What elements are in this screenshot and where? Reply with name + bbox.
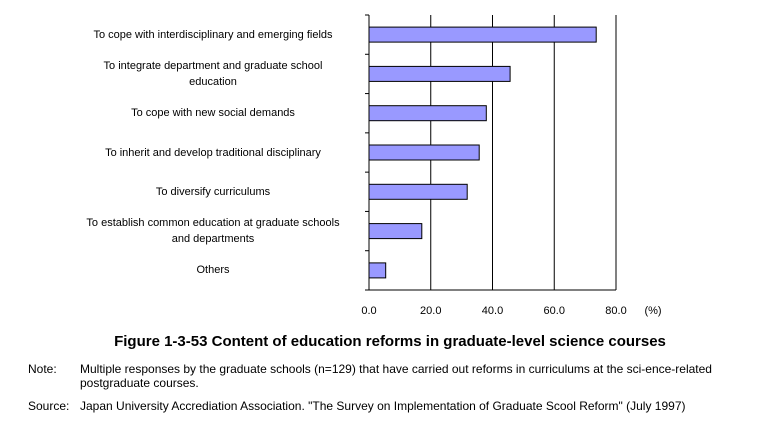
category-label-line: and departments — [171, 233, 255, 246]
bar — [368, 105, 487, 122]
category-label-line: To cope with new social demands — [131, 107, 295, 120]
category-label-line: To establish common education at graduat… — [86, 217, 340, 230]
x-tick-label: 60.0 — [544, 305, 565, 317]
x-tick-labels: 0.0 20.0 40.0 60.0 80.0 (%) — [361, 305, 661, 317]
note-text: Multiple responses by the graduate schoo… — [80, 362, 712, 390]
x-unit-label: (%) — [644, 305, 661, 317]
source-text: Japan University Accrediation Associatio… — [80, 399, 686, 413]
category-label-line: education — [189, 75, 237, 88]
category-label-line: To inherit and develop traditional disci… — [105, 146, 321, 159]
category-label: To cope with new social demands — [60, 105, 366, 121]
category-label-line: To integrate department and graduate sch… — [103, 59, 323, 72]
bar — [368, 144, 480, 161]
category-label: Others — [60, 262, 366, 278]
source: Source: Japan University Accrediation As… — [28, 399, 768, 413]
category-label: To establish common education at graduat… — [60, 215, 366, 247]
note: Note: Multiple responses by the graduate… — [28, 362, 768, 390]
bar — [368, 183, 468, 200]
category-label-line: To cope with interdisciplinary and emerg… — [93, 28, 333, 41]
bar — [368, 26, 597, 43]
figure-caption: Figure 1-3-53 Content of education refor… — [114, 333, 666, 350]
axes — [365, 14, 616, 291]
category-label: To diversify curriculums — [60, 184, 366, 200]
bar — [368, 223, 423, 240]
category-label: To integrate department and graduate sch… — [60, 58, 366, 90]
category-label-line: To diversify curriculums — [155, 185, 271, 198]
x-tick-label: 40.0 — [482, 305, 503, 317]
category-label: To cope with interdisciplinary and emerg… — [60, 27, 366, 43]
x-tick-label: 20.0 — [420, 305, 441, 317]
source-label: Source: — [28, 399, 70, 413]
x-tick-label: 80.0 — [605, 305, 626, 317]
bars — [368, 26, 597, 279]
category-label: To inherit and develop traditional disci… — [60, 145, 366, 161]
note-label: Note: — [28, 362, 57, 376]
bar — [368, 65, 511, 82]
x-tick-label: 0.0 — [361, 305, 376, 317]
bar — [368, 262, 387, 279]
category-label-line: Others — [196, 264, 230, 277]
bar-chart: 0.0 20.0 40.0 60.0 80.0 (%) — [361, 14, 662, 317]
